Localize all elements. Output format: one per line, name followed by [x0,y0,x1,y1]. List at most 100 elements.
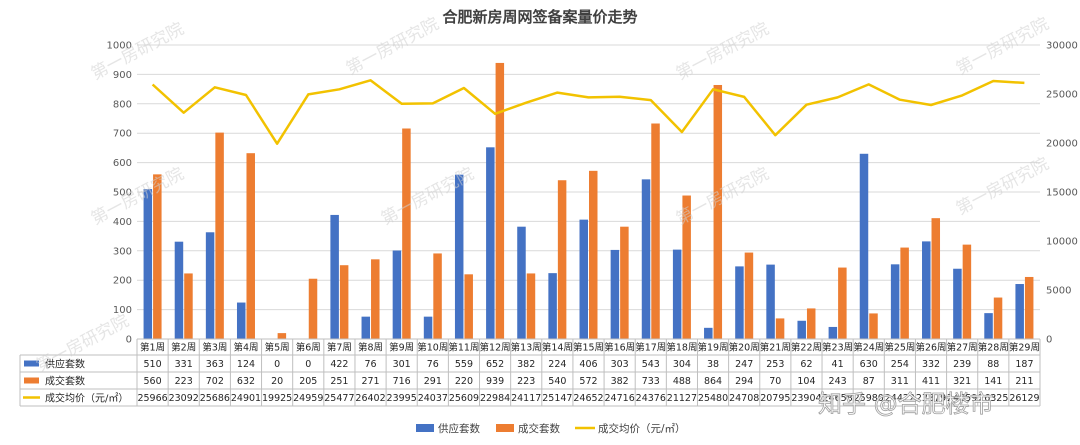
table-cell: 23995 [387,393,417,404]
table-cell: 24708 [729,393,759,404]
table-cell: 251 [330,376,348,387]
table-cell: 652 [486,359,504,370]
bar-supply [174,241,184,339]
bar-supply [205,232,215,339]
bar-supply [735,266,744,339]
bar-deal [1024,276,1034,339]
table-cell: 572 [579,376,597,387]
table-cell: 41 [832,359,844,370]
bar-supply [1015,284,1024,339]
bar-deal [869,313,878,339]
table-cell: 76 [364,359,376,370]
bar-supply [953,268,962,339]
table-cell: 247 [735,359,753,370]
bar-supply [766,264,775,339]
table-cell: 24422 [885,393,915,404]
table-cell: 24037 [418,393,448,404]
legend: 供应套数 成交套数 成交均价（元/㎡） [416,422,686,435]
category-label: 第6周 [296,342,321,354]
table-cell: 62 [800,359,812,370]
legend-key [416,424,434,432]
category-label: 第22周 [791,342,822,354]
bar-deal [962,244,972,339]
bar-deal [464,274,473,339]
table-cell: 24658 [822,393,852,404]
table-cell: 26325 [978,393,1008,404]
table-cell: 253 [766,359,784,370]
bar-deal [682,195,691,339]
bar-deal [557,180,567,339]
table-cell: 411 [922,376,940,387]
bar-deal [339,265,349,339]
bar-deal [993,297,1003,339]
right-tick-label: 30000 [1046,41,1078,52]
legend-label: 供应套数 [438,422,480,435]
table-cell: 716 [393,376,411,387]
table-cell: 211 [1015,376,1033,387]
table-cell: 632 [237,376,255,387]
data-table: 第1周 第2周 第3周 第4周 第5周 第6周 第7周 第8周 第9周 第10周 第11周 第12周第… [19,338,1041,407]
table-cell: 104 [797,376,815,387]
table-cell: 702 [206,376,224,387]
table-cell: 560 [143,376,161,387]
bar-deal [775,318,785,339]
bar-deal [246,153,255,339]
table-cell: 70 [769,376,781,387]
table-cell: 303 [611,359,629,370]
left-tick-label: 300 [113,246,132,257]
chart-title: 合肥新房周网签备案量价走势 [441,8,637,26]
table-cell: 26402 [355,393,385,404]
watermark: 第一房研究院 [88,164,187,230]
bar-supply [361,316,371,339]
table-cell: 630 [860,359,878,370]
table-cell: 224 [548,359,566,370]
table-cell: 864 [704,376,722,387]
left-tick-label: 0 [126,335,132,346]
category-label: 第19周 [698,342,729,354]
table-cell: 23879 [916,393,946,404]
legend-key [496,424,514,432]
line-price [151,79,1025,145]
bars [143,62,1034,340]
right-axis-ticks: 0 5000 10000 15000 20000 25000 30000 [1046,41,1078,346]
table-cell: 25980 [854,393,884,404]
table-cell: 223 [517,376,535,387]
table-cell: 488 [673,376,691,387]
right-tick-label: 0 [1046,335,1052,346]
table-cell: 76 [427,359,439,370]
legend-label: 成交均价（元/㎡） [598,422,686,435]
bar-deal [277,333,287,339]
right-tick-label: 15000 [1046,188,1078,199]
table-cell: 25686 [200,393,230,404]
category-label: 第26周 [915,342,946,354]
table-cell: 243 [829,376,847,387]
bar-deal [308,278,318,339]
left-axis-ticks: 0 100 200 300 400 500 600 700 800 900 1000 [107,41,132,346]
category-label: 第16周 [604,342,635,354]
table-cell: 733 [642,376,660,387]
table-cell: 22984 [480,393,510,404]
table-cell: 254 [891,359,909,370]
bar-supply [548,273,557,339]
table-cell: 939 [486,376,504,387]
category-label: 第21周 [760,342,791,354]
table-cell: 21127 [667,393,697,404]
bar-supply [517,226,526,339]
bar-deal [931,218,941,339]
table-cell: 543 [642,359,660,370]
right-tick-label: 20000 [1046,139,1078,150]
gridlines [137,44,1040,340]
right-tick-label: 10000 [1046,237,1078,248]
table-cell: 422 [330,359,348,370]
table-cell: 239 [953,359,971,370]
bar-deal [371,259,380,339]
table-cell: 24901 [231,393,261,404]
category-label: 第1周 [140,342,165,354]
table-cell: 382 [611,376,629,387]
table-cell: 301 [393,359,411,370]
category-label: 第5周 [265,342,290,354]
category-label: 第3周 [202,342,227,354]
bar-supply [423,316,433,339]
left-tick-label: 700 [113,129,132,140]
table-cell: 26129 [1009,393,1039,404]
